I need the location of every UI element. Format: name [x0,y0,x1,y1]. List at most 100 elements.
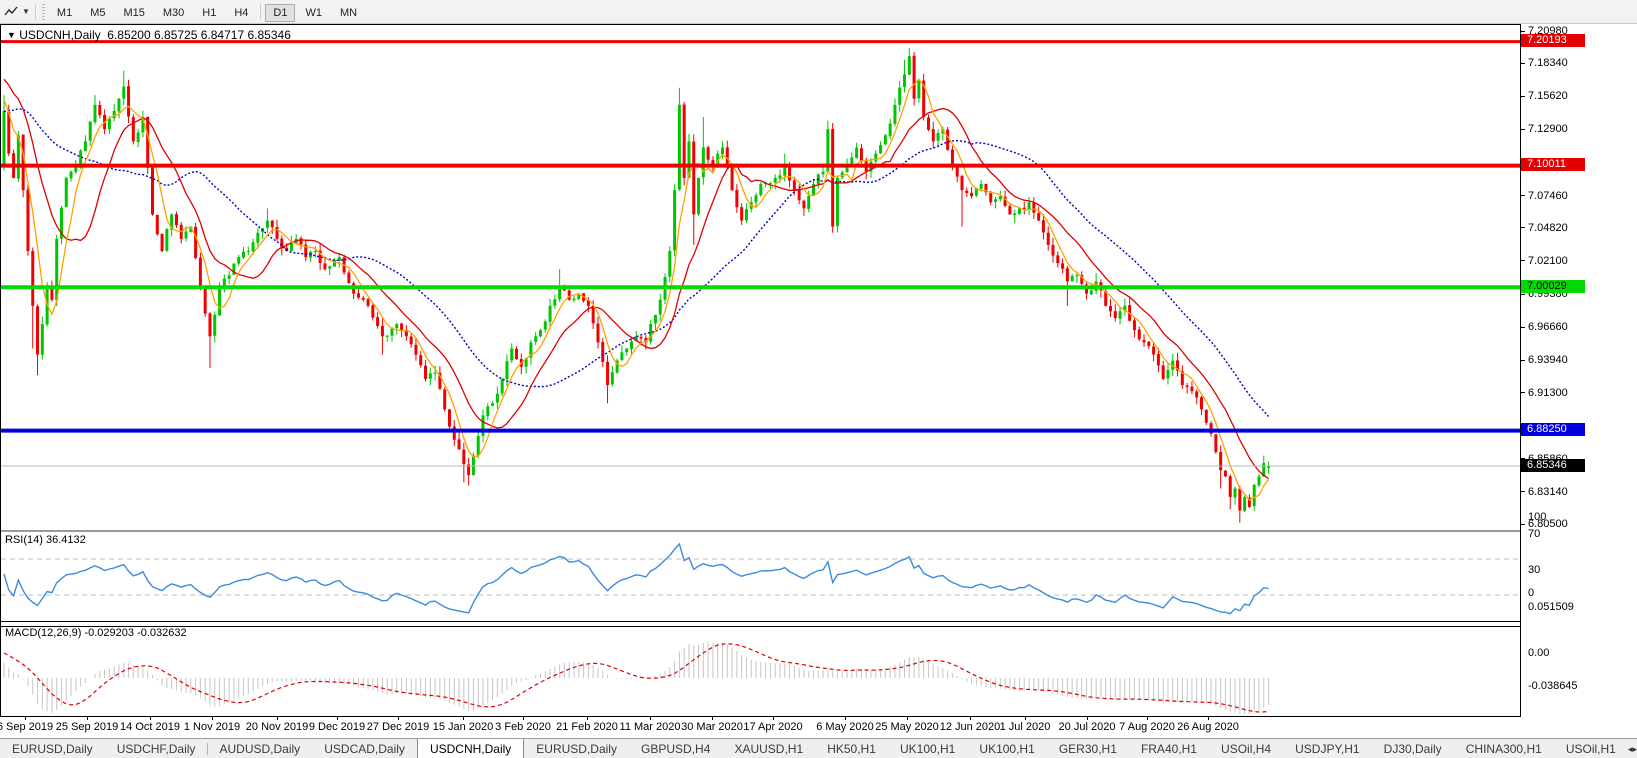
candle-body [692,141,696,215]
pane-divider[interactable] [1,530,1520,532]
candle-body [994,199,998,202]
chart-tab-uk100-h1[interactable]: UK100,H1 [979,742,1035,756]
macd-indicator-pane[interactable]: MACD(12,26,9) -0.029203 -0.032632 [1,625,1520,716]
candle-body [572,298,576,301]
toolbar-grip-handle[interactable] [41,3,45,20]
candle-body [251,242,255,252]
chart-tab-usdjpy-h1[interactable]: USDJPY,H1 [1295,742,1360,756]
ohlc-low: 6.84717 [200,28,245,42]
line-chart-icon[interactable] [2,4,20,20]
candle-body [1008,206,1012,215]
pane-divider[interactable] [1,621,1520,627]
chart-tab-eurusd-daily[interactable]: EURUSD,Daily [12,742,93,756]
timeframe-button-h1[interactable]: H1 [202,6,217,19]
ma-slow-line [3,108,1270,417]
candle-body [946,129,950,150]
chevron-down-icon[interactable]: ▼ [7,30,16,40]
chart-tab-xauusd-h1[interactable]: XAUUSD,H1 [734,742,804,756]
date-axis-label: 7 Aug 2020 [1119,721,1175,733]
chart-tab-ger30-h1[interactable]: GER30,H1 [1058,742,1117,756]
candle-body [227,275,231,279]
candle-body [735,189,739,208]
candle-body [313,251,317,253]
timeframe-button-d1[interactable]: D1 [265,3,296,22]
chart-tab-usoil-h4[interactable]: USOil,H4 [1221,742,1272,756]
price-axis-label: 7.04820 [1528,221,1568,234]
price-axis-tick [1521,491,1525,493]
chart-tab-fra40-h1[interactable]: FRA40,H1 [1140,742,1197,756]
date-axis-label: 9 Dec 2019 [308,721,366,733]
candle-body [400,323,404,330]
candle-body [711,160,715,166]
candle-body [1075,275,1079,277]
candle-body [740,207,744,221]
chart-tab-dj30-daily[interactable]: DJ30,Daily [1383,742,1442,756]
candle-body [845,165,849,173]
candle-body [721,147,724,155]
candle-body [184,231,188,239]
candle-body [419,355,423,366]
candle-body [821,171,825,175]
chart-tab-usdcad-daily[interactable]: USDCAD,Daily [324,742,405,756]
candle-body [1214,434,1218,452]
chart-tab-usdcnh-daily[interactable]: USDCNH,Daily [416,739,525,758]
chart-tab-bar: EURUSD,Daily USDCHF,Daily AUDUSD,Daily USDC… [0,738,1637,758]
chart-tab-hk50-h1[interactable]: HK50,H1 [827,742,876,756]
timeframe-button-mn[interactable]: MN [339,6,358,19]
chart-tab-audusd-daily[interactable]: AUDUSD,Daily [219,742,301,756]
price-axis[interactable]: 7.20980 7.18340 7.15620 7.12900 7.07460 7.048… [1521,24,1636,738]
candle-body [481,415,485,436]
candle-body [471,455,475,476]
date-axis[interactable]: 6 Sep 2019 25 Sep 2019 14 Oct 2019 1 Nov 20… [0,717,1521,738]
candle-body [998,196,1002,200]
candle-body [1209,423,1213,434]
candle-body [170,214,174,230]
timeframe-button-m15[interactable]: M15 [123,6,145,19]
chart-tab-eurusd-daily[interactable]: EURUSD,Daily [536,742,617,756]
chart-tab-uk100-h1[interactable]: UK100,H1 [899,742,956,756]
candle-body [380,325,384,337]
chart-tab-gbpusd-h4[interactable]: GBPUSD,H4 [641,742,711,756]
timeframe-button-m5[interactable]: M5 [90,6,106,19]
candle-body [658,299,662,315]
timeframe-button-m30[interactable]: M30 [162,6,185,19]
candle-body [898,87,902,105]
timeframe-button-h4[interactable]: H4 [234,6,249,19]
chart-tab-china300-h1[interactable]: CHINA300,H1 [1465,742,1542,756]
price-axis-tick [1521,227,1525,229]
timeframe-button-w1[interactable]: W1 [305,6,322,19]
candle-body [673,190,677,251]
chart-tab-usdchf-daily[interactable]: USDCHF,Daily [116,742,196,756]
chevron-down-icon[interactable]: ▼ [22,7,30,16]
date-axis-label: 11 Mar 2020 [619,721,681,733]
timeframe-toolbar: ▼ M1 M5 M15 M30 H1 H4 D1 W1 MN [0,0,1637,24]
price-axis-tick [1521,326,1525,328]
rsi-indicator-pane[interactable]: RSI(14) 36.4132 [1,532,1520,621]
candle-body [538,330,542,337]
candle-body [577,293,581,299]
candle-body [1152,346,1156,355]
candle-body [879,145,883,154]
chart-tab-usoil-h1[interactable]: USOil,H1 [1565,742,1616,756]
macd-scale-label: 0.051509 [1528,601,1574,614]
candle-body [893,104,897,124]
tab-scroll-right-icon[interactable]: ▸ [1632,743,1637,754]
candle-body [270,220,274,228]
candle-body [495,393,499,403]
candle-body [246,251,250,253]
price-chart-pane[interactable]: ▼ USDCNH,Daily 6.85200 6.85725 6.84717 6… [1,25,1520,530]
candle-body [548,305,552,322]
candle-body [318,250,322,263]
candle-body [1056,255,1060,264]
candle-body [1061,263,1065,269]
candle-body [629,341,633,349]
candle-body [922,80,926,118]
price-axis-tick [1521,62,1525,64]
timeframe-button-m1[interactable]: M1 [56,6,73,19]
candle-body [7,111,11,154]
candle-body [55,238,59,301]
candle-body [265,220,269,228]
candle-body [1070,276,1074,281]
tab-scroll-left-icon[interactable]: ◂ [1627,743,1633,754]
price-axis-tick [1521,392,1525,393]
